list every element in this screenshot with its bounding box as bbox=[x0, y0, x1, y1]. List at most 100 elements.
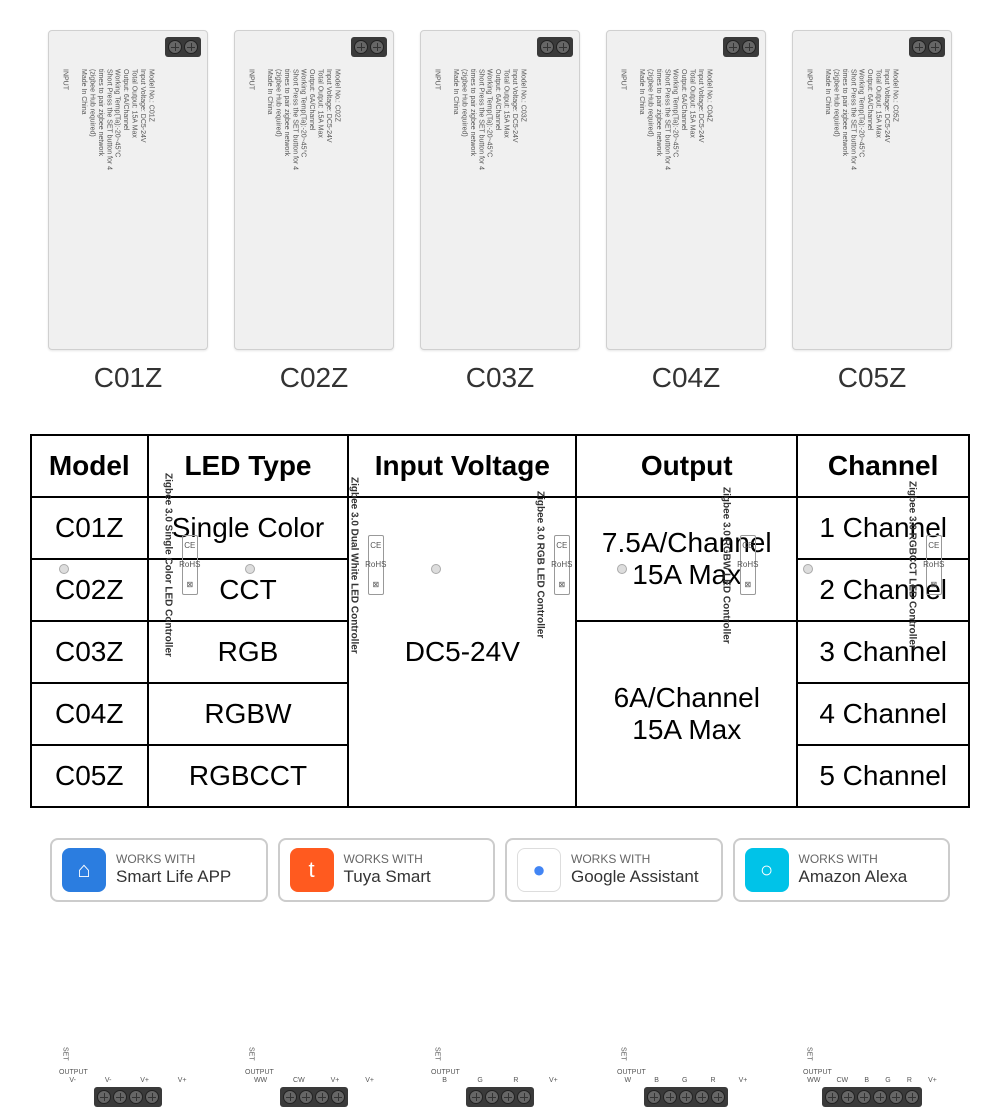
channel-label: B bbox=[442, 1077, 447, 1084]
set-button[interactable] bbox=[803, 564, 813, 574]
input-terminal bbox=[241, 37, 387, 57]
screw-icon bbox=[912, 40, 926, 54]
screw-icon bbox=[354, 40, 368, 54]
device-body: INPUTSETModel No.: C05ZInput Voltage: DC… bbox=[792, 30, 952, 350]
channel-label: CW bbox=[837, 1077, 849, 1084]
input-label: INPUT bbox=[430, 65, 442, 94]
output-channels: WWCWV+V+ bbox=[241, 1076, 387, 1085]
spec-text: Model No.: C03ZInput Voltage: DC5-24VTot… bbox=[449, 65, 529, 1065]
channel-label: G bbox=[682, 1077, 687, 1084]
cert-icons-box: CERoHS⊠ bbox=[554, 535, 570, 595]
screw-icon bbox=[97, 1090, 111, 1104]
output-label: OUTPUT bbox=[427, 1069, 573, 1076]
channel-label: B bbox=[654, 1077, 659, 1084]
screw-icon bbox=[928, 40, 942, 54]
output-terminal bbox=[55, 1087, 201, 1107]
screw-icon bbox=[695, 1090, 709, 1104]
output-label: OUTPUT bbox=[241, 1069, 387, 1076]
screw-icon bbox=[857, 1090, 871, 1104]
device-title: Zigbee 3.0 RGB LED Controller bbox=[535, 491, 548, 638]
spec-text: Model No.: C04ZInput Voltage: DC5-24VTot… bbox=[635, 65, 715, 1065]
output-label: OUTPUT bbox=[55, 1069, 201, 1076]
output-channels: WWCWBGRV+ bbox=[799, 1076, 945, 1085]
device-C04Z: INPUTSETModel No.: C04ZInput Voltage: DC… bbox=[598, 30, 774, 394]
output-terminal bbox=[427, 1087, 573, 1107]
channel-label: G bbox=[477, 1077, 482, 1084]
cert-icon: ⊠ bbox=[372, 580, 379, 589]
screw-icon bbox=[873, 1090, 887, 1104]
channel-label: V+ bbox=[549, 1077, 558, 1084]
channel-label: V+ bbox=[331, 1077, 340, 1084]
screw-icon bbox=[663, 1090, 677, 1104]
set-label: SET bbox=[58, 1043, 70, 1065]
cert-icons-box: CERoHS⊠ bbox=[182, 535, 198, 595]
cert-icon: RoHS bbox=[737, 560, 758, 569]
set-label: SET bbox=[802, 1043, 814, 1065]
set-label: SET bbox=[430, 1043, 442, 1065]
device-title: Zigbee 3.0 RGBW LED Controller bbox=[721, 487, 734, 644]
screw-icon bbox=[299, 1090, 313, 1104]
input-label: INPUT bbox=[616, 65, 628, 94]
screw-icon bbox=[825, 1090, 839, 1104]
cert-icons-box: CERoHS⊠ bbox=[926, 535, 942, 595]
channel-label: V+ bbox=[739, 1077, 748, 1084]
channel-label: V+ bbox=[365, 1077, 374, 1084]
screw-icon bbox=[331, 1090, 345, 1104]
screw-icon bbox=[726, 40, 740, 54]
cert-icon: ⊠ bbox=[744, 580, 751, 589]
set-button[interactable] bbox=[617, 564, 627, 574]
channel-label: V+ bbox=[178, 1077, 187, 1084]
output-terminal bbox=[613, 1087, 759, 1107]
screw-icon bbox=[168, 40, 182, 54]
cert-icon: CE bbox=[556, 541, 567, 550]
screw-icon bbox=[113, 1090, 127, 1104]
input-terminal bbox=[427, 37, 573, 57]
set-label: SET bbox=[244, 1043, 256, 1065]
devices-row: INPUTSETModel No.: C01ZInput Voltage: DC… bbox=[20, 20, 980, 394]
cert-icon: RoHS bbox=[923, 560, 944, 569]
screw-icon bbox=[485, 1090, 499, 1104]
spec-text: Model No.: C01ZInput Voltage: DC5-24VTot… bbox=[77, 65, 157, 1065]
screw-icon bbox=[145, 1090, 159, 1104]
cert-icon: ⊠ bbox=[186, 580, 193, 589]
cert-icons-box: CERoHS⊠ bbox=[368, 535, 384, 595]
channel-label: V- bbox=[105, 1077, 112, 1084]
device-body: INPUTSETModel No.: C04ZInput Voltage: DC… bbox=[606, 30, 766, 350]
device-title: Zigbee 3.0 Single Color LED Controller bbox=[163, 473, 176, 657]
screw-icon bbox=[129, 1090, 143, 1104]
screw-icon bbox=[184, 40, 198, 54]
set-button[interactable] bbox=[431, 564, 441, 574]
screw-icon bbox=[283, 1090, 297, 1104]
channel-label: R bbox=[513, 1077, 518, 1084]
device-body: INPUTSETModel No.: C03ZInput Voltage: DC… bbox=[420, 30, 580, 350]
screw-icon bbox=[841, 1090, 855, 1104]
channel-label: R bbox=[711, 1077, 716, 1084]
channel-label: WW bbox=[807, 1077, 820, 1084]
output-channels: V- V- V+ V+ bbox=[55, 1076, 201, 1085]
screw-icon bbox=[540, 40, 554, 54]
set-button[interactable] bbox=[59, 564, 69, 574]
device-C03Z: INPUTSETModel No.: C03ZInput Voltage: DC… bbox=[412, 30, 588, 394]
channel-label: V- bbox=[69, 1077, 76, 1084]
screw-icon bbox=[679, 1090, 693, 1104]
output-channels: B G R V+ bbox=[427, 1076, 573, 1085]
input-label: INPUT bbox=[244, 65, 256, 94]
input-terminal bbox=[613, 37, 759, 57]
channel-label: CW bbox=[293, 1077, 305, 1084]
output-label: OUTPUT bbox=[613, 1069, 759, 1076]
cert-icon: ⊠ bbox=[558, 580, 565, 589]
screw-icon bbox=[517, 1090, 531, 1104]
cert-icon: CE bbox=[742, 541, 753, 550]
set-button[interactable] bbox=[245, 564, 255, 574]
screw-icon bbox=[370, 40, 384, 54]
output-terminal bbox=[799, 1087, 945, 1107]
screw-icon bbox=[647, 1090, 661, 1104]
device-title: Zigbee 3.0 Dual White LED Controller bbox=[349, 477, 362, 654]
channel-label: W bbox=[625, 1077, 632, 1084]
output-terminal bbox=[241, 1087, 387, 1107]
device-body: INPUTSETModel No.: C02ZInput Voltage: DC… bbox=[234, 30, 394, 350]
channel-label: V+ bbox=[140, 1077, 149, 1084]
cert-icon: RoHS bbox=[179, 560, 200, 569]
device-C02Z: INPUTSETModel No.: C02ZInput Voltage: DC… bbox=[226, 30, 402, 394]
cert-icon: CE bbox=[370, 541, 381, 550]
